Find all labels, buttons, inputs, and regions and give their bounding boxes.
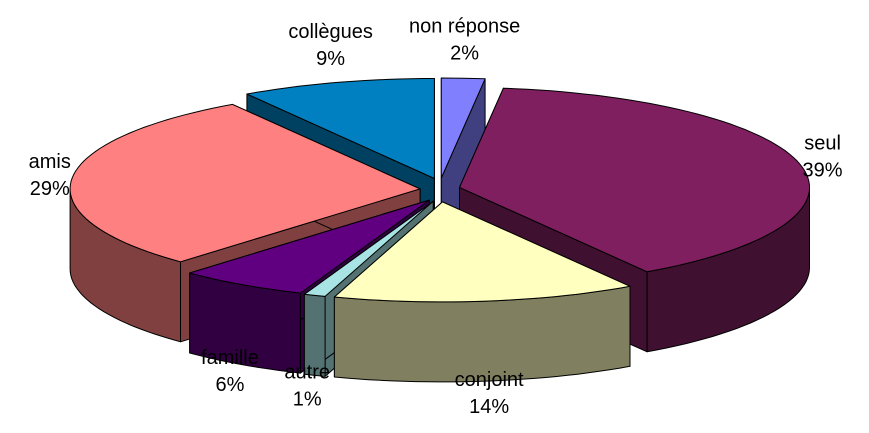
slice-label: seul xyxy=(804,133,841,155)
slice-value-label: 2% xyxy=(450,43,479,65)
slice xyxy=(440,77,486,179)
slice-label: famille xyxy=(201,347,259,369)
slice-value-label: 14% xyxy=(469,396,509,418)
slice xyxy=(69,103,421,263)
slice-label: non réponse xyxy=(409,16,520,38)
slice-value-label: 1% xyxy=(293,388,322,410)
slice-value-label: 6% xyxy=(216,374,245,396)
slice-value-label: 29% xyxy=(30,178,70,200)
slice-label: autre xyxy=(284,361,330,383)
slice xyxy=(459,87,810,273)
slice-label: collègues xyxy=(288,21,373,43)
slice-value-label: 39% xyxy=(803,160,843,182)
slice xyxy=(246,78,435,179)
slice xyxy=(189,199,430,294)
slice xyxy=(333,201,631,303)
slice xyxy=(303,200,434,297)
slice-label: amis xyxy=(29,151,71,173)
slice-label: conjoint xyxy=(455,369,524,391)
slice-value-label: 9% xyxy=(316,48,345,70)
